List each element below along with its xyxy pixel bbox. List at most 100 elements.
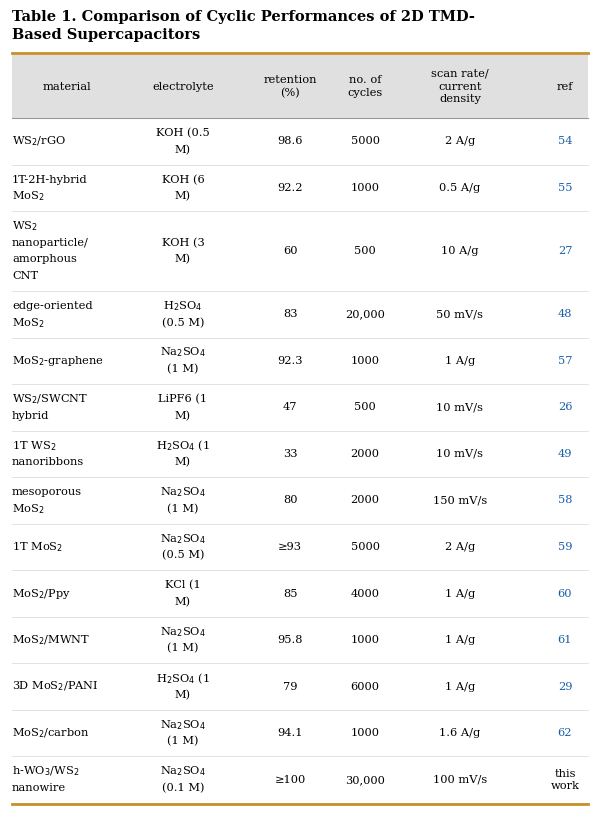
Text: amorphous: amorphous [12,255,77,264]
Text: KOH (0.5: KOH (0.5 [156,128,210,138]
Text: (1 M): (1 M) [167,644,199,654]
Text: material: material [43,81,91,92]
Text: 10 A/g: 10 A/g [441,246,479,256]
Bar [12,55,588,118]
Text: WS$_2$/SWCNT: WS$_2$/SWCNT [12,392,88,406]
Text: 2000: 2000 [350,449,380,459]
Text: electrolyte: electrolyte [152,81,214,92]
Text: 1000: 1000 [350,728,380,738]
Text: 2000: 2000 [350,496,380,506]
Text: 55: 55 [558,183,572,193]
Text: 1.6 A/g: 1.6 A/g [439,728,481,738]
Text: 500: 500 [354,246,376,256]
Text: 49: 49 [558,449,572,459]
Text: 6000: 6000 [350,681,380,691]
Text: H$_2$SO$_4$ (1: H$_2$SO$_4$ (1 [156,671,210,686]
Text: H$_2$SO$_4$ (1: H$_2$SO$_4$ (1 [156,438,210,453]
Text: scan rate/
current
density: scan rate/ current density [431,69,489,104]
Text: MoS$_2$: MoS$_2$ [12,190,44,203]
Text: 1 A/g: 1 A/g [445,635,475,645]
Text: 57: 57 [558,355,572,366]
Text: 0.5 A/g: 0.5 A/g [439,183,481,193]
Text: MoS$_2$/MWNT: MoS$_2$/MWNT [12,633,91,647]
Text: nanoribbons: nanoribbons [12,457,84,467]
Text: (1 M): (1 M) [167,364,199,374]
Text: nanoparticle/: nanoparticle/ [12,238,89,248]
Text: Based Supercapacitors: Based Supercapacitors [12,28,200,42]
Text: edge-oriented: edge-oriented [12,301,92,311]
Text: 48: 48 [558,310,572,319]
Text: Na$_2$SO$_4$: Na$_2$SO$_4$ [160,764,206,778]
Text: 95.8: 95.8 [277,635,303,645]
Text: 3D MoS$_2$/PANI: 3D MoS$_2$/PANI [12,680,99,694]
Text: 79: 79 [283,681,297,691]
Text: Na$_2$SO$_4$: Na$_2$SO$_4$ [160,718,206,732]
Text: (0.5 M): (0.5 M) [162,550,204,561]
Text: 10 mV/s: 10 mV/s [437,449,484,459]
Text: 1000: 1000 [350,355,380,366]
Text: 2 A/g: 2 A/g [445,542,475,552]
Text: 1000: 1000 [350,183,380,193]
Text: 4000: 4000 [350,589,380,599]
Text: 85: 85 [283,589,297,599]
Text: 92.2: 92.2 [277,183,303,193]
Text: 1000: 1000 [350,635,380,645]
Text: (1 M): (1 M) [167,736,199,746]
Text: 98.6: 98.6 [277,136,303,146]
Text: MoS$_2$-graphene: MoS$_2$-graphene [12,354,104,368]
Text: hybrid: hybrid [12,410,49,420]
Text: 47: 47 [283,402,297,412]
Text: M): M) [175,690,191,700]
Text: 20,000: 20,000 [345,310,385,319]
Text: h-WO$_3$/WS$_2$: h-WO$_3$/WS$_2$ [12,764,79,778]
Text: KOH (6: KOH (6 [161,175,205,185]
Text: (0.5 M): (0.5 M) [162,318,204,328]
Text: 59: 59 [558,542,572,552]
Text: 26: 26 [558,402,572,412]
Text: 1 A/g: 1 A/g [445,681,475,691]
Text: 1 A/g: 1 A/g [445,355,475,366]
Text: 30,000: 30,000 [345,775,385,785]
Text: LiPF6 (1: LiPF6 (1 [158,394,208,404]
Text: MoS$_2$/Ppy: MoS$_2$/Ppy [12,586,71,600]
Text: 61: 61 [558,635,572,645]
Text: 150 mV/s: 150 mV/s [433,496,487,506]
Text: 10 mV/s: 10 mV/s [437,402,484,412]
Text: MoS$_2$: MoS$_2$ [12,502,44,516]
Text: H$_2$SO$_4$: H$_2$SO$_4$ [163,299,203,313]
Text: Na$_2$SO$_4$: Na$_2$SO$_4$ [160,346,206,360]
Text: 27: 27 [558,246,572,256]
Text: M): M) [175,597,191,607]
Text: Na$_2$SO$_4$: Na$_2$SO$_4$ [160,485,206,499]
Text: Table 1. Comparison of Cyclic Performances of 2D TMD-: Table 1. Comparison of Cyclic Performanc… [12,10,475,24]
Text: WS$_2$: WS$_2$ [12,219,38,233]
Text: 94.1: 94.1 [277,728,303,738]
Text: ≥100: ≥100 [274,775,305,785]
Text: this
work: this work [551,768,580,791]
Text: 1T-2H-hybrid: 1T-2H-hybrid [12,175,88,185]
Text: 29: 29 [558,681,572,691]
Text: MoS$_2$: MoS$_2$ [12,316,44,329]
Text: 1T WS$_2$: 1T WS$_2$ [12,438,56,452]
Text: retention
(%): retention (%) [263,75,317,99]
Text: no. of
cycles: no. of cycles [347,76,383,98]
Text: ref: ref [557,81,573,92]
Text: (1 M): (1 M) [167,503,199,514]
Text: nanowire: nanowire [12,783,66,793]
Text: KCl (1: KCl (1 [165,580,201,590]
Text: 1 A/g: 1 A/g [445,589,475,599]
Text: 33: 33 [283,449,297,459]
Text: 2 A/g: 2 A/g [445,136,475,146]
Text: 80: 80 [283,496,297,506]
Text: 50 mV/s: 50 mV/s [437,310,484,319]
Text: 100 mV/s: 100 mV/s [433,775,487,785]
Text: ≥93: ≥93 [278,542,302,552]
Text: WS$_2$/rGO: WS$_2$/rGO [12,135,66,149]
Text: MoS$_2$/carbon: MoS$_2$/carbon [12,727,89,740]
Text: M): M) [175,457,191,467]
Text: (0.1 M): (0.1 M) [162,783,204,793]
Text: 500: 500 [354,402,376,412]
Text: M): M) [175,144,191,155]
Text: CNT: CNT [12,271,38,281]
Text: 92.3: 92.3 [277,355,303,366]
